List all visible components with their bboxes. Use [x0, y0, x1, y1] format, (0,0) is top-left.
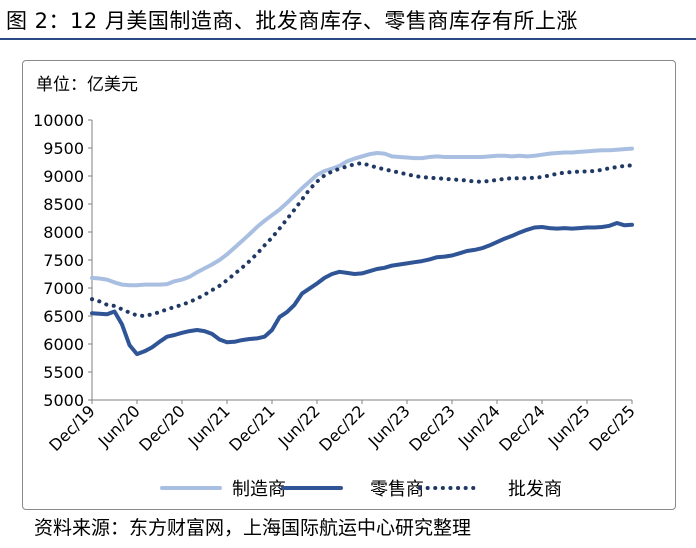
series-line-1	[90, 146, 634, 288]
legend-label-2: 零售商	[370, 479, 424, 500]
y-tick-label: 9500	[43, 139, 84, 158]
y-tick-label: 7000	[43, 279, 84, 298]
x-tick-label: Dec/24	[495, 401, 549, 455]
y-tick-label: 8000	[43, 223, 84, 242]
source-note: 资料来源：东方财富网，上海国际航运中心研究整理	[34, 517, 472, 539]
y-tick-label: 6500	[43, 307, 84, 326]
y-tick-label: 8500	[43, 195, 84, 214]
legend-label-1: 制造商	[232, 479, 286, 500]
x-tick-label: Dec/25	[585, 401, 639, 455]
x-tick-label: Dec/21	[225, 401, 279, 455]
series-line-2	[90, 221, 634, 357]
title-rule	[0, 38, 696, 40]
y-tick-label: 10000	[33, 111, 84, 130]
series-line-3	[90, 161, 634, 318]
figure-title: 图 2：12 月美国制造商、批发商库存、零售商库存有所上涨	[6, 9, 578, 33]
y-tick-label: 7500	[43, 251, 84, 270]
unit-label: 单位：亿美元	[36, 75, 138, 95]
y-tick-label: 6000	[43, 335, 84, 354]
x-tick-label: Dec/20	[135, 401, 189, 455]
y-tick-label: 9000	[43, 167, 84, 186]
y-tick-label: 5500	[43, 363, 84, 382]
x-tick-label: Dec/23	[405, 401, 459, 455]
y-tick-label: 5000	[43, 391, 84, 410]
legend-label-3: 批发商	[508, 479, 562, 500]
x-tick-label: Dec/22	[315, 401, 369, 455]
